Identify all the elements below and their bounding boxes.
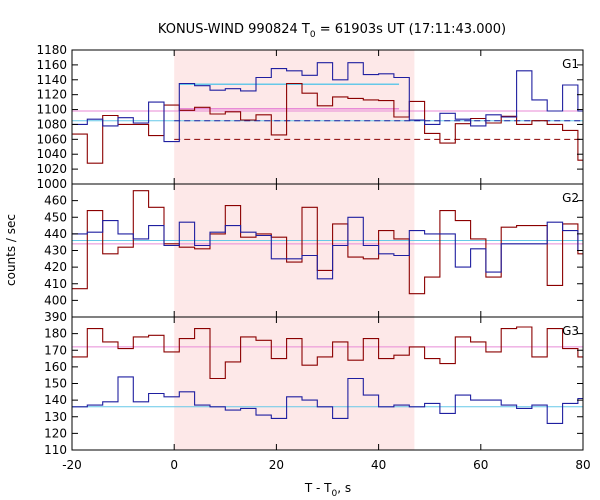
y-tick-label: 440 (44, 227, 67, 241)
panel-label: G2 (562, 191, 579, 205)
y-tick-label: 120 (44, 426, 67, 440)
panel-g1: 1000102010401060108011001120114011601180… (36, 43, 584, 191)
x-tick-label: 40 (371, 458, 386, 472)
shaded-interval (174, 317, 415, 450)
panel-label: G3 (562, 324, 579, 338)
y-tick-label: 400 (44, 293, 67, 307)
plot-area: 1000102010401060108011001120114011601180… (36, 43, 590, 472)
y-tick-label: 460 (44, 194, 67, 208)
y-axis-label: counts / sec (4, 214, 18, 286)
blue-series-histogram (72, 376, 583, 424)
y-tick-label: 1000 (36, 177, 67, 191)
x-tick-label: 20 (269, 458, 284, 472)
shaded-interval (174, 184, 415, 317)
y-tick-label: 150 (44, 377, 67, 391)
x-tick-label: 0 (170, 458, 178, 472)
y-tick-label: 1080 (36, 117, 67, 131)
panel-g2: 390 400 410 420 430 440 450 460 G2 (44, 183, 584, 324)
y-tick-label: 1180 (36, 43, 67, 57)
panel-g3: 110 120 130 140 150 160 170 180 G3 (44, 316, 584, 457)
y-tick-label: 1020 (36, 162, 67, 176)
y-tick-label: 1040 (36, 147, 67, 161)
x-axis-label: T - T0, s (304, 481, 351, 499)
y-tick-label: 430 (44, 244, 67, 258)
y-tick-label: 140 (44, 393, 67, 407)
x-tick-label: -20 (62, 458, 82, 472)
blue-series-histogram (72, 62, 583, 143)
y-tick-label: 170 (44, 343, 67, 357)
x-tick-label: 60 (473, 458, 488, 472)
panel-label: G1 (562, 57, 579, 71)
y-tick-label: 110 (44, 443, 67, 457)
y-tick-label: 390 (44, 310, 67, 324)
y-tick-label: 1100 (36, 103, 67, 117)
y-tick-label: 160 (44, 360, 67, 374)
x-tick-label: 80 (575, 458, 590, 472)
y-tick-label: 410 (44, 277, 67, 291)
y-tick-label: 1140 (36, 73, 67, 87)
y-tick-label: 1120 (36, 88, 67, 102)
y-tick-label: 420 (44, 260, 67, 274)
y-tick-label: 1060 (36, 132, 67, 146)
shaded-interval (174, 50, 415, 184)
blue-series-histogram (72, 216, 583, 280)
y-tick-label: 1160 (36, 58, 67, 72)
y-tick-label: 180 (44, 327, 67, 341)
chart-title: KONUS-WIND 990824 T0 = 61903s UT (17:11:… (158, 22, 506, 40)
y-tick-label: 130 (44, 410, 67, 424)
y-tick-label: 450 (44, 210, 67, 224)
red-series-histogram (72, 326, 583, 380)
